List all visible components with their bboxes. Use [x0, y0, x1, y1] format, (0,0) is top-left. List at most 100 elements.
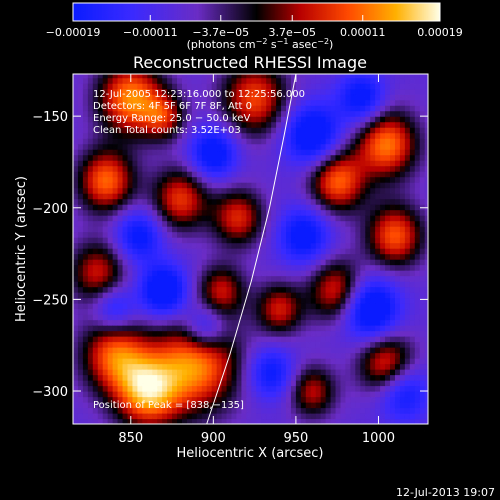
heatmap-cell: [186, 209, 193, 216]
heatmap-cell: [256, 215, 262, 222]
heatmap-cell: [137, 325, 143, 332]
heatmap-cell: [335, 215, 342, 222]
heatmap-cell: [360, 402, 366, 409]
heatmap-cell: [286, 391, 292, 398]
heatmap-cell: [390, 380, 396, 387]
heatmap-cell: [246, 275, 252, 282]
heatmap-cell: [73, 248, 79, 255]
heatmap-cell: [276, 116, 282, 123]
heatmap-cell: [172, 121, 178, 128]
heatmap-cell: [380, 396, 386, 403]
heatmap-cell: [221, 396, 228, 403]
heatmap-cell: [102, 418, 109, 424]
heatmap-cell: [92, 242, 99, 249]
heatmap-cell: [102, 77, 109, 84]
heatmap-cell: [167, 358, 173, 365]
heatmap-cell: [221, 407, 228, 414]
heatmap-cell: [340, 281, 347, 288]
heatmap-cell: [290, 160, 297, 167]
heatmap-cell: [152, 418, 158, 424]
y-tick-label: −250: [32, 293, 68, 308]
heatmap-cell: [162, 182, 168, 189]
heatmap-cell: [221, 220, 228, 227]
heatmap-cell: [172, 77, 178, 84]
heatmap-cell: [186, 149, 193, 156]
heatmap-cell: [390, 385, 396, 392]
heatmap-cell: [181, 319, 188, 326]
heatmap-cell: [201, 391, 208, 398]
heatmap-cell: [97, 105, 104, 112]
heatmap-cell: [162, 308, 168, 315]
heatmap-cell: [424, 341, 428, 348]
heatmap-cell: [330, 220, 337, 227]
heatmap-cell: [246, 336, 252, 343]
heatmap-cell: [276, 336, 282, 343]
heatmap-cell: [404, 270, 411, 277]
heatmap-cell: [419, 402, 426, 409]
heatmap-cell: [290, 248, 297, 255]
heatmap-cell: [310, 396, 317, 403]
heatmap-cell: [394, 270, 401, 277]
heatmap-cell: [97, 149, 104, 156]
heatmap-cell: [404, 374, 411, 381]
heatmap-cell: [216, 154, 223, 161]
heatmap-cell: [370, 132, 376, 139]
heatmap-cell: [196, 281, 203, 288]
heatmap-cell: [256, 116, 262, 123]
heatmap-cell: [380, 248, 386, 255]
heatmap-cell: [365, 336, 371, 343]
heatmap-cell: [399, 292, 406, 299]
heatmap-cell: [350, 413, 356, 420]
heatmap-cell: [325, 380, 332, 387]
heatmap-cell: [414, 204, 421, 211]
heatmap-cell: [399, 237, 406, 244]
heatmap-cell: [97, 391, 104, 398]
heatmap-cell: [424, 303, 428, 310]
heatmap-cell: [117, 154, 124, 161]
heatmap-cell: [375, 149, 381, 156]
heatmap-cell: [97, 286, 104, 293]
heatmap-cell: [117, 341, 124, 348]
heatmap-cell: [102, 369, 109, 376]
heatmap-cell: [241, 242, 247, 249]
heatmap-cell: [350, 325, 356, 332]
heatmap-cell: [355, 138, 361, 145]
heatmap-cell: [87, 281, 94, 288]
heatmap-cell: [97, 374, 104, 381]
heatmap-cell: [305, 149, 312, 156]
heatmap-cell: [325, 182, 332, 189]
heatmap-cell: [77, 237, 84, 244]
heatmap-cell: [127, 116, 134, 123]
heatmap-cell: [310, 292, 317, 299]
heatmap-cell: [295, 396, 302, 403]
heatmap-cell: [241, 138, 247, 145]
heatmap-cell: [390, 259, 396, 266]
heatmap-cell: [399, 94, 406, 101]
heatmap-cell: [295, 182, 302, 189]
heatmap-cell: [172, 369, 178, 376]
heatmap-cell: [87, 402, 94, 409]
heatmap-cell: [409, 303, 416, 310]
heatmap-cell: [191, 121, 198, 128]
heatmap-cell: [172, 336, 178, 343]
heatmap-cell: [414, 391, 421, 398]
heatmap-cell: [424, 204, 428, 211]
heatmap-cell: [325, 94, 332, 101]
heatmap-cell: [256, 193, 262, 200]
heatmap-cell: [330, 138, 337, 145]
heatmap-cell: [404, 303, 411, 310]
heatmap-cell: [157, 226, 163, 233]
heatmap-cell: [385, 121, 391, 128]
heatmap-cell: [172, 138, 178, 145]
heatmap-cell: [142, 77, 148, 84]
heatmap-cell: [266, 407, 272, 414]
heatmap-cell: [206, 330, 213, 337]
heatmap-cell: [102, 374, 109, 381]
heatmap-cell: [231, 204, 238, 211]
heatmap-cell: [310, 374, 317, 381]
heatmap-cell: [365, 270, 371, 277]
heatmap-cell: [409, 341, 416, 348]
heatmap-cell: [320, 363, 327, 370]
heatmap-cell: [226, 154, 233, 161]
heatmap-cell: [177, 176, 183, 183]
